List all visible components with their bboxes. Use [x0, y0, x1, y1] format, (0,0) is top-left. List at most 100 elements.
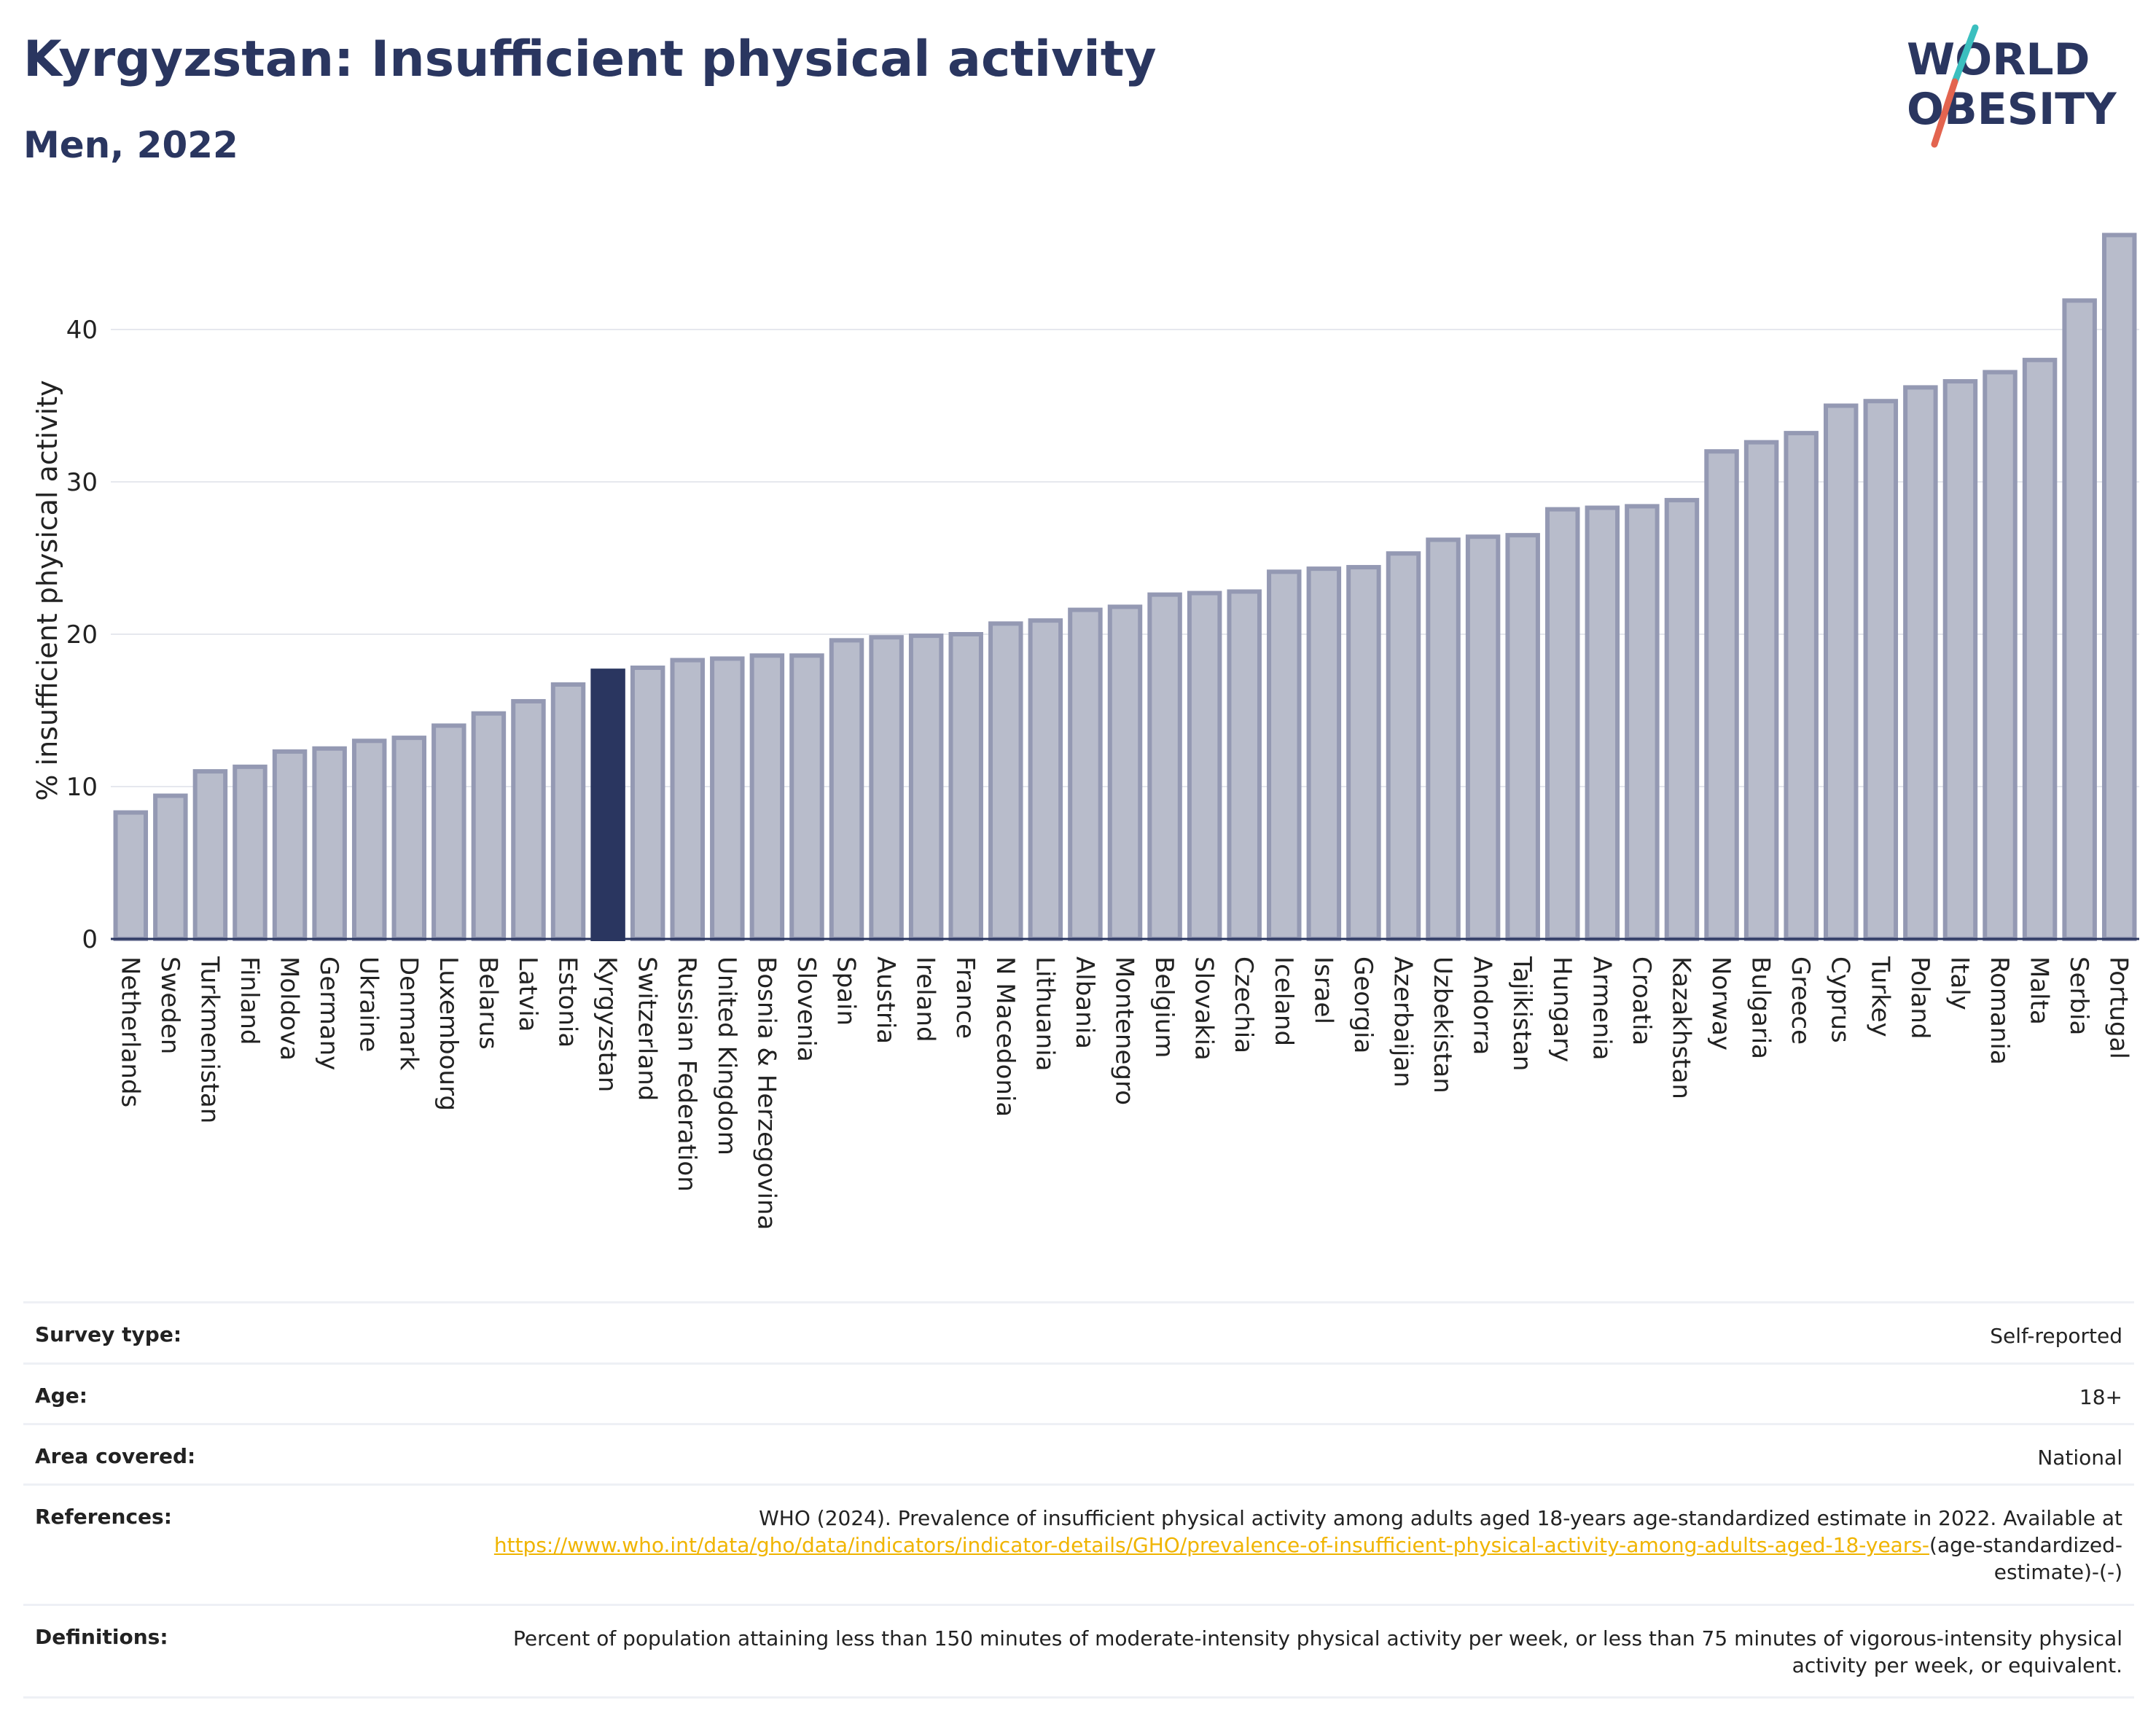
x-tick-label: Belgium [1149, 956, 1179, 1058]
page-title: Kyrgyzstan: Insufficient physical activi… [23, 31, 1157, 88]
x-tick-label: Montenegro [1110, 956, 1139, 1105]
bar-romania [1983, 370, 2018, 941]
x-tick-label: Switzerland [633, 956, 662, 1101]
x-tick-label: Netherlands [115, 956, 144, 1107]
bar-belgium [1147, 592, 1182, 941]
bar-georgia [1346, 565, 1381, 941]
survey-type-label: Survey type: [35, 1322, 182, 1346]
bar-iceland [1267, 569, 1302, 941]
chart-bars [113, 233, 2137, 942]
bar-switzerland [630, 665, 665, 941]
bar-uzbekistan [1426, 537, 1461, 941]
bar-kazakhstan [1664, 498, 1700, 941]
logo-line1: WORLD [1907, 34, 2090, 85]
bar-germany [312, 746, 347, 941]
bar-poland [1903, 385, 1938, 941]
y-tick-label: 30 [66, 468, 98, 497]
bar-finland [233, 764, 267, 941]
x-tick-label: United Kingdom [712, 956, 741, 1155]
bar-turkmenistan [192, 769, 228, 941]
bar-luxembourg [431, 723, 466, 942]
x-tick-label: Ireland [911, 956, 940, 1042]
x-tick-label: Finland [235, 956, 264, 1045]
world-obesity-logo: WORLD OBESITY [1907, 24, 2117, 148]
x-tick-label: Portugal [2104, 956, 2133, 1059]
area-value: National [2037, 1446, 2122, 1470]
x-tick-label: Germany [314, 956, 343, 1070]
x-tick-label: Andorra [1468, 956, 1497, 1055]
survey-type-value: Self-reported [1990, 1324, 2122, 1348]
x-tick-label: Moldova [275, 956, 304, 1061]
age-value: 18+ [2079, 1385, 2122, 1409]
bar-belarus [471, 711, 507, 941]
bar-spain [829, 638, 864, 941]
bar-armenia [1585, 505, 1620, 941]
bar-albania [1068, 607, 1103, 941]
x-tick-label: Estonia [553, 956, 582, 1048]
x-tick-label: Albania [1070, 956, 1099, 1049]
bar-ukraine [351, 738, 387, 941]
x-tick-label: Hungary [1547, 956, 1577, 1062]
x-tick-label: Denmark [394, 956, 423, 1071]
bar-slovakia [1187, 590, 1222, 941]
meta-row-references: References: WHO (2024). Prevalence of in… [23, 1486, 2134, 1606]
bar-greece [1784, 431, 1819, 941]
x-tick-label: N Macedonia [991, 956, 1020, 1117]
bar-serbia [2062, 298, 2097, 942]
x-tick-label: Armenia [1587, 956, 1616, 1061]
y-tick-label: 40 [66, 316, 98, 345]
x-tick-label: Cyprus [1826, 956, 1855, 1043]
x-tick-label: Turkey [1865, 956, 1894, 1037]
bar-norway [1704, 449, 1739, 941]
x-tick-label: Uzbekistan [1428, 956, 1457, 1093]
bar-malta [2022, 357, 2058, 941]
x-tick-label: Lithuania [1030, 956, 1059, 1071]
bar-russian-federation [670, 658, 705, 942]
x-tick-label: Poland [1905, 956, 1934, 1040]
x-tick-label: Israel [1308, 956, 1337, 1024]
bar-kyrgyzstan [590, 668, 625, 941]
bar-lithuania [1028, 618, 1063, 941]
bar-bulgaria [1743, 440, 1779, 941]
bar-azerbaijan [1386, 551, 1421, 941]
definitions-label: Definitions: [35, 1625, 168, 1649]
references-value: WHO (2024). Prevalence of insufficient p… [446, 1505, 2122, 1586]
bar-croatia [1625, 504, 1660, 941]
x-tick-label: Georgia [1348, 956, 1378, 1053]
x-tick-label: Turkmenistan [195, 956, 224, 1123]
y-axis-label: % insufficient physical activity [31, 380, 63, 800]
x-tick-label: Azerbaijan [1388, 956, 1417, 1088]
bar-bosnia-herzegovina [749, 653, 785, 941]
references-text: WHO (2024). Prevalence of insufficient p… [759, 1506, 2122, 1530]
area-label: Area covered: [35, 1444, 196, 1468]
x-tick-label: Slovakia [1190, 956, 1219, 1061]
x-tick-label: Latvia [513, 956, 542, 1032]
x-tick-label: Malta [2025, 956, 2054, 1025]
meta-row-area: Area covered: National [23, 1425, 2134, 1486]
references-label: References: [35, 1505, 172, 1529]
x-tick-label: Norway [1706, 956, 1735, 1050]
x-tick-label: Bosnia & Herzegovina [751, 956, 781, 1230]
metadata-table: Survey type: Self-reported Age: 18+ Area… [23, 1301, 2134, 1699]
page-subtitle: Men, 2022 [23, 124, 238, 166]
x-tick-label: Czechia [1229, 956, 1258, 1053]
x-tick-label: France [950, 956, 980, 1039]
bar-turkey [1863, 399, 1899, 941]
bar-austria [869, 635, 904, 941]
x-tick-label: Iceland [1269, 956, 1298, 1046]
y-tick-label: 20 [66, 620, 98, 650]
x-tick-label: Austria [871, 956, 900, 1044]
y-tick-label: 10 [66, 773, 98, 802]
age-label: Age: [35, 1384, 87, 1408]
x-tick-label: Kazakhstan [1666, 956, 1695, 1099]
bar-andorra [1465, 534, 1501, 941]
x-tick-label: Belarus [473, 956, 502, 1050]
x-tick-label: Slovenia [792, 956, 821, 1062]
x-tick-label: Greece [1786, 956, 1815, 1045]
bar-france [948, 632, 983, 941]
references-link[interactable]: https://www.who.int/data/gho/data/indica… [493, 1533, 1930, 1557]
bar-estonia [550, 682, 586, 941]
bar-chart: 0 10 20 30 40 Netherlands Sweden Turkmenistan F… [31, 233, 2139, 1230]
x-tick-label: Croatia [1627, 956, 1656, 1045]
x-tick-label: Tajikistan [1507, 956, 1536, 1071]
